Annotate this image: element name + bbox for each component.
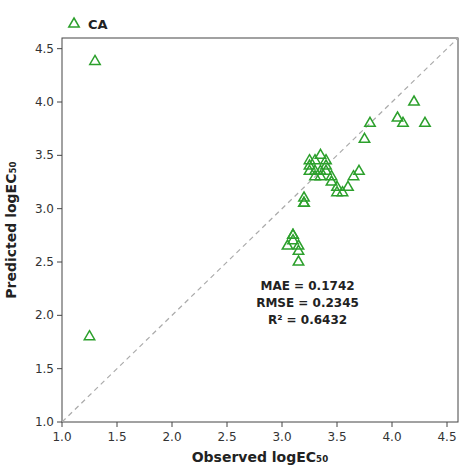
point: [359, 133, 369, 142]
annotation-text: RMSE = 0.2345: [256, 296, 359, 310]
annotation-text: MAE = 0.1742: [260, 279, 354, 293]
point: [293, 256, 303, 265]
x-tick: [392, 422, 393, 427]
y-tick-label: 4.0: [35, 95, 54, 109]
legend-label: CA: [88, 17, 108, 32]
x-tick: [447, 422, 448, 427]
x-tick-label: 4.0: [382, 430, 401, 444]
plot-frame: [62, 38, 458, 422]
x-tick: [227, 422, 228, 427]
point: [299, 192, 309, 201]
x-tick-label: 3.5: [327, 430, 346, 444]
y-tick-label: 2.5: [35, 255, 54, 269]
point: [84, 331, 94, 340]
point: [288, 229, 298, 238]
y-tick: [57, 208, 62, 209]
point: [288, 229, 298, 238]
y-tick: [57, 315, 62, 316]
y-tick: [57, 102, 62, 103]
series: [84, 55, 430, 339]
x-tick-label: 1.0: [52, 430, 71, 444]
y-tick: [57, 368, 62, 369]
point: [343, 181, 353, 190]
plot-area: [62, 38, 458, 422]
point: [420, 117, 430, 126]
point: [293, 240, 303, 249]
point: [354, 165, 364, 174]
y-tick-label: 1.0: [35, 415, 54, 429]
x-tick-label: 1.5: [107, 430, 126, 444]
y-axis-label: Predicted logEC₅₀: [3, 161, 19, 298]
y-tick: [57, 262, 62, 263]
legend-marker: [69, 18, 79, 27]
y-tick: [57, 155, 62, 156]
y-tick-label: 4.5: [35, 42, 54, 56]
annotation: MAE = 0.1742 RMSE = 0.2345 R² = 0.6432: [256, 279, 359, 327]
legend: CA: [69, 17, 108, 32]
point: [282, 240, 292, 249]
chart: 1.0 1.5 2.0 2.5 3.0 3.5 4.0 4.5 1.0 1.5 2.0 2.5 3.0 3…: [0, 0, 474, 474]
x-tick: [337, 422, 338, 427]
x-tick-label: 4.5: [437, 430, 456, 444]
y-tick-label: 3.5: [35, 148, 54, 162]
x-tick-label: 2.5: [217, 430, 236, 444]
point: [337, 187, 347, 196]
y-tick-label: 3.0: [35, 202, 54, 216]
x-tick: [172, 422, 173, 427]
x-tick: [117, 422, 118, 427]
x-tick: [282, 422, 283, 427]
point: [348, 171, 358, 180]
axes: 1.0 1.5 2.0 2.5 3.0 3.5 4.0 4.5 1.0 1.5 2.0 2.5 3.0 3…: [35, 42, 457, 444]
y-tick-label: 2.0: [35, 308, 54, 322]
x-tick-label: 2.0: [162, 430, 181, 444]
y-tick: [57, 422, 62, 423]
y-tick: [57, 48, 62, 49]
y-tick-label: 1.5: [35, 362, 54, 376]
x-tick: [62, 422, 63, 427]
annotation-text: R² = 0.6432: [268, 313, 347, 327]
point: [365, 117, 375, 126]
point: [321, 155, 331, 164]
point: [409, 96, 419, 105]
x-axis-label: Observed logEC₅₀: [192, 449, 329, 465]
point: [310, 155, 320, 164]
x-tick-label: 3.0: [272, 430, 291, 444]
point: [90, 55, 100, 64]
point: [398, 117, 408, 126]
reference-line: [62, 38, 458, 422]
point: [326, 171, 336, 180]
